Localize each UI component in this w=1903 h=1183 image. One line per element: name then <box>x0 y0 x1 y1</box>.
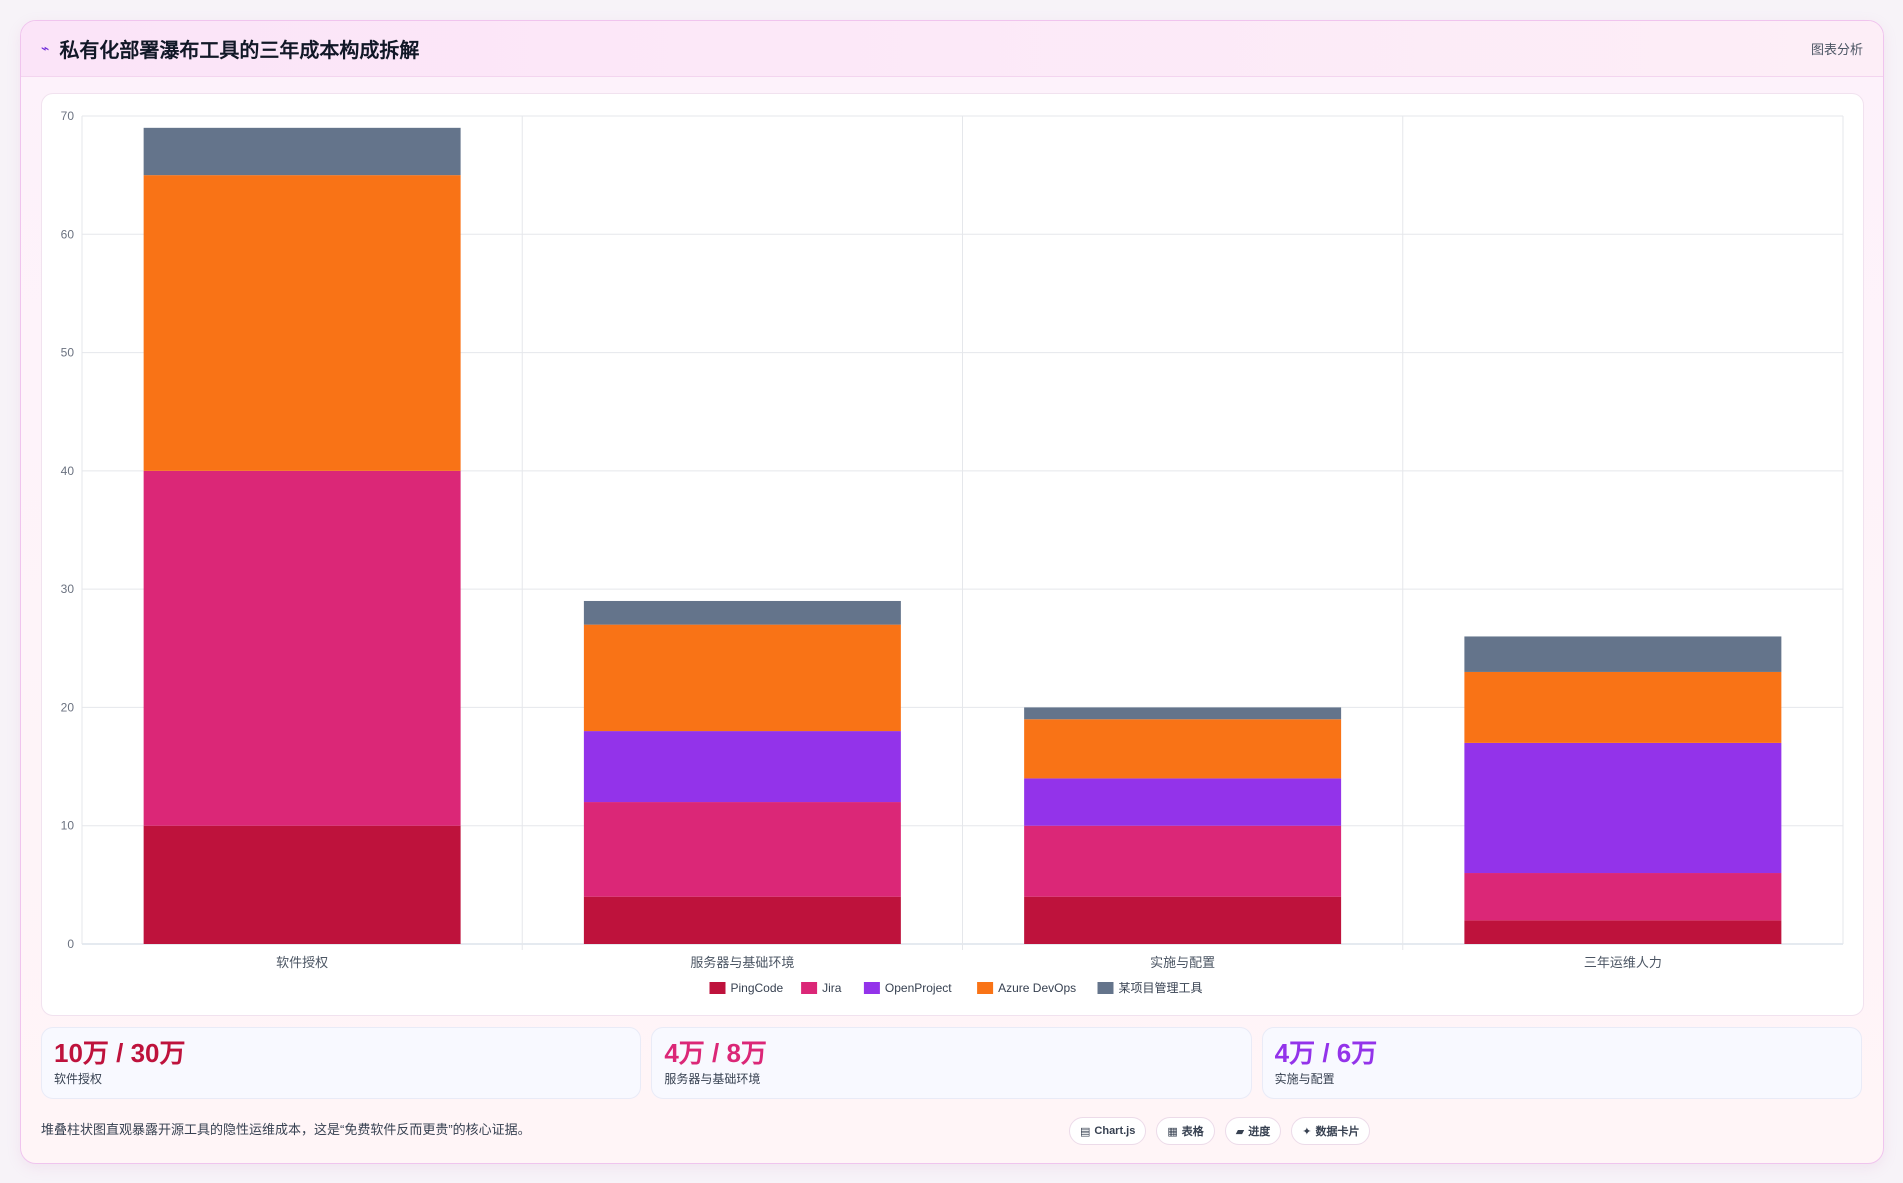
x-tick-label: 服务器与基础环境 <box>690 955 794 970</box>
bar-segment <box>1024 719 1342 779</box>
pill-progress[interactable]: ▰ 进度 <box>1224 1117 1282 1145</box>
legend-swatch <box>977 982 994 994</box>
tag-pills: ▤ Chart.js ▦ 表格 ▰ 进度 ✦ 数据卡片 <box>1069 1117 1371 1145</box>
chart-card: ⌁ 私有化部署瀑布工具的三年成本构成拆解 图表分析 0 10 20 30 40 50 60 7… <box>20 20 1884 1164</box>
stat-label: 服务器与基础环境 <box>664 1072 761 1086</box>
bar-segment <box>583 896 901 944</box>
bar-segment <box>1024 825 1342 897</box>
y-tick-label: 50 <box>61 346 75 360</box>
bar-segment <box>1024 707 1342 720</box>
bar-segment <box>1464 636 1782 672</box>
footer-note: 堆叠柱状图直观暴露开源工具的隐性运维成本，这是“免费软件反而更贵”的核心证据。 <box>41 1122 531 1137</box>
pill-chartjs[interactable]: ▤ Chart.js <box>1069 1117 1147 1145</box>
bar-segment <box>143 470 461 826</box>
bar-segment <box>143 127 461 176</box>
legend-label: PingCode <box>731 981 784 995</box>
pill-label: 数据卡片 <box>1315 1126 1360 1138</box>
y-tick-label: 70 <box>61 109 75 123</box>
bar-segment <box>1024 778 1342 826</box>
stat-label: 实施与配置 <box>1274 1072 1335 1086</box>
page-title: 私有化部署瀑布工具的三年成本构成拆解 <box>59 40 420 62</box>
y-tick-label: 10 <box>61 819 75 833</box>
stat-card-implementation: 4万 / 6万 实施与配置 <box>1261 1027 1862 1099</box>
progress-icon: ▰ <box>1235 1125 1245 1138</box>
legend-label: OpenProject <box>885 981 952 995</box>
bar-segment <box>1464 742 1782 874</box>
x-tick-label: 软件授权 <box>276 955 328 970</box>
y-tick-label: 40 <box>61 464 75 478</box>
sparkle-icon: ✦ <box>1302 1125 1312 1138</box>
y-tick-label: 0 <box>67 937 74 951</box>
y-tick-label: 30 <box>61 582 75 596</box>
legend-label: Azure DevOps <box>998 981 1076 995</box>
legend-swatch <box>801 982 818 994</box>
bar-segment <box>583 624 901 732</box>
stat-value: 4万 / 6万 <box>1274 1038 1378 1068</box>
bar-segment <box>583 731 901 803</box>
stat-card-license: 10万 / 30万 软件授权 <box>41 1027 642 1099</box>
legend-label: Jira <box>822 981 842 995</box>
pill-data-card[interactable]: ✦ 数据卡片 <box>1291 1117 1371 1145</box>
bar-segment <box>143 825 461 944</box>
table-icon: ▦ <box>1167 1125 1178 1138</box>
pill-label: 进度 <box>1248 1126 1271 1138</box>
bar-segment <box>583 802 901 897</box>
bar-segment <box>1464 873 1782 921</box>
bar-segment <box>143 175 461 471</box>
stat-value: 4万 / 8万 <box>664 1038 767 1068</box>
legend-swatch <box>1097 982 1114 994</box>
chartjs-icon: ▤ <box>1080 1125 1091 1138</box>
stat-label: 软件授权 <box>54 1072 103 1086</box>
chart-analysis-label: 图表分析 <box>1810 42 1863 57</box>
legend-label: 某项目管理工具 <box>1119 980 1203 995</box>
card-header: ⌁ 私有化部署瀑布工具的三年成本构成拆解 图表分析 <box>21 21 1883 77</box>
pill-label: Chart.js <box>1094 1125 1136 1137</box>
x-tick-label: 实施与配置 <box>1150 955 1215 970</box>
chart-icon: ⌁ <box>41 40 50 56</box>
chart-area: 0 10 20 30 40 50 60 70 软件授权 服务器与基础环境 实施与配置 三年运维人力 Pi… <box>41 93 1864 1016</box>
y-tick-label: 20 <box>61 700 75 714</box>
pill-table[interactable]: ▦ 表格 <box>1156 1117 1215 1145</box>
bar-segment <box>1024 896 1342 944</box>
stat-card-server: 4万 / 8万 服务器与基础环境 <box>651 1027 1252 1099</box>
y-tick-label: 60 <box>61 227 75 241</box>
bar-segment <box>1464 920 1782 944</box>
stat-value: 10万 / 30万 <box>54 1038 186 1068</box>
stat-cards: 10万 / 30万 软件授权 4万 / 8万 服务器与基础环境 4万 / 6万 … <box>41 1027 1862 1099</box>
card-footer: 堆叠柱状图直观暴露开源工具的隐性运维成本，这是“免费软件反而更贵”的核心证据。 … <box>41 1117 1862 1151</box>
bar-segment <box>583 600 901 625</box>
stacked-bar-chart: 0 10 20 30 40 50 60 70 软件授权 服务器与基础环境 实施与配置 三年运维人力 Pi… <box>61 109 1844 995</box>
legend-swatch <box>863 982 880 994</box>
pill-label: 表格 <box>1181 1126 1204 1138</box>
x-tick-label: 三年运维人力 <box>1584 955 1662 970</box>
bar-segment <box>1464 671 1782 743</box>
legend-swatch <box>709 982 726 994</box>
